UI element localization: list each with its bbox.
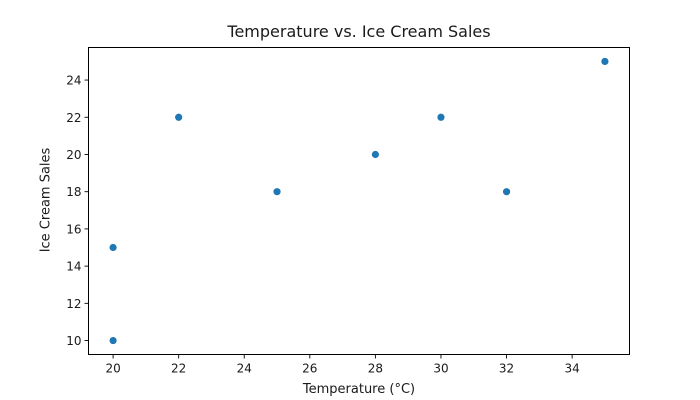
x-tick-label: 28 bbox=[368, 362, 383, 376]
x-tick-label: 20 bbox=[105, 362, 120, 376]
x-axis: 20 22 24 26 28 30 32 34 bbox=[105, 354, 580, 376]
y-tick-label: 24 bbox=[66, 74, 81, 88]
data-point bbox=[502, 188, 511, 196]
y-tick-label: 10 bbox=[66, 334, 81, 348]
x-tick-label: 24 bbox=[237, 362, 252, 376]
y-tick-label: 18 bbox=[66, 185, 81, 199]
y-tick-label: 20 bbox=[66, 148, 81, 162]
y-tick-label: 16 bbox=[66, 222, 81, 236]
x-tick-label: 32 bbox=[499, 362, 514, 376]
data-point bbox=[175, 113, 183, 121]
data-point bbox=[109, 336, 117, 345]
data-points bbox=[109, 57, 609, 345]
data-point bbox=[273, 188, 281, 196]
x-tick-label: 22 bbox=[171, 362, 186, 376]
y-axis: 10 12 14 16 18 20 22 24 bbox=[66, 74, 89, 348]
y-tick-label: 22 bbox=[66, 111, 81, 125]
data-point bbox=[109, 243, 117, 252]
y-tick-label: 14 bbox=[66, 260, 81, 274]
data-point bbox=[601, 57, 609, 66]
y-tick-label: 12 bbox=[66, 297, 81, 311]
x-tick-label: 34 bbox=[564, 362, 579, 376]
axes-frame bbox=[88, 47, 630, 355]
x-tick-label: 30 bbox=[433, 362, 448, 376]
chart-title: Temperature vs. Ice Cream Sales bbox=[227, 22, 491, 41]
x-axis-label: Temperature (°C) bbox=[302, 382, 416, 397]
data-point bbox=[437, 113, 445, 121]
x-tick-label: 26 bbox=[302, 362, 317, 376]
data-point bbox=[371, 150, 379, 159]
